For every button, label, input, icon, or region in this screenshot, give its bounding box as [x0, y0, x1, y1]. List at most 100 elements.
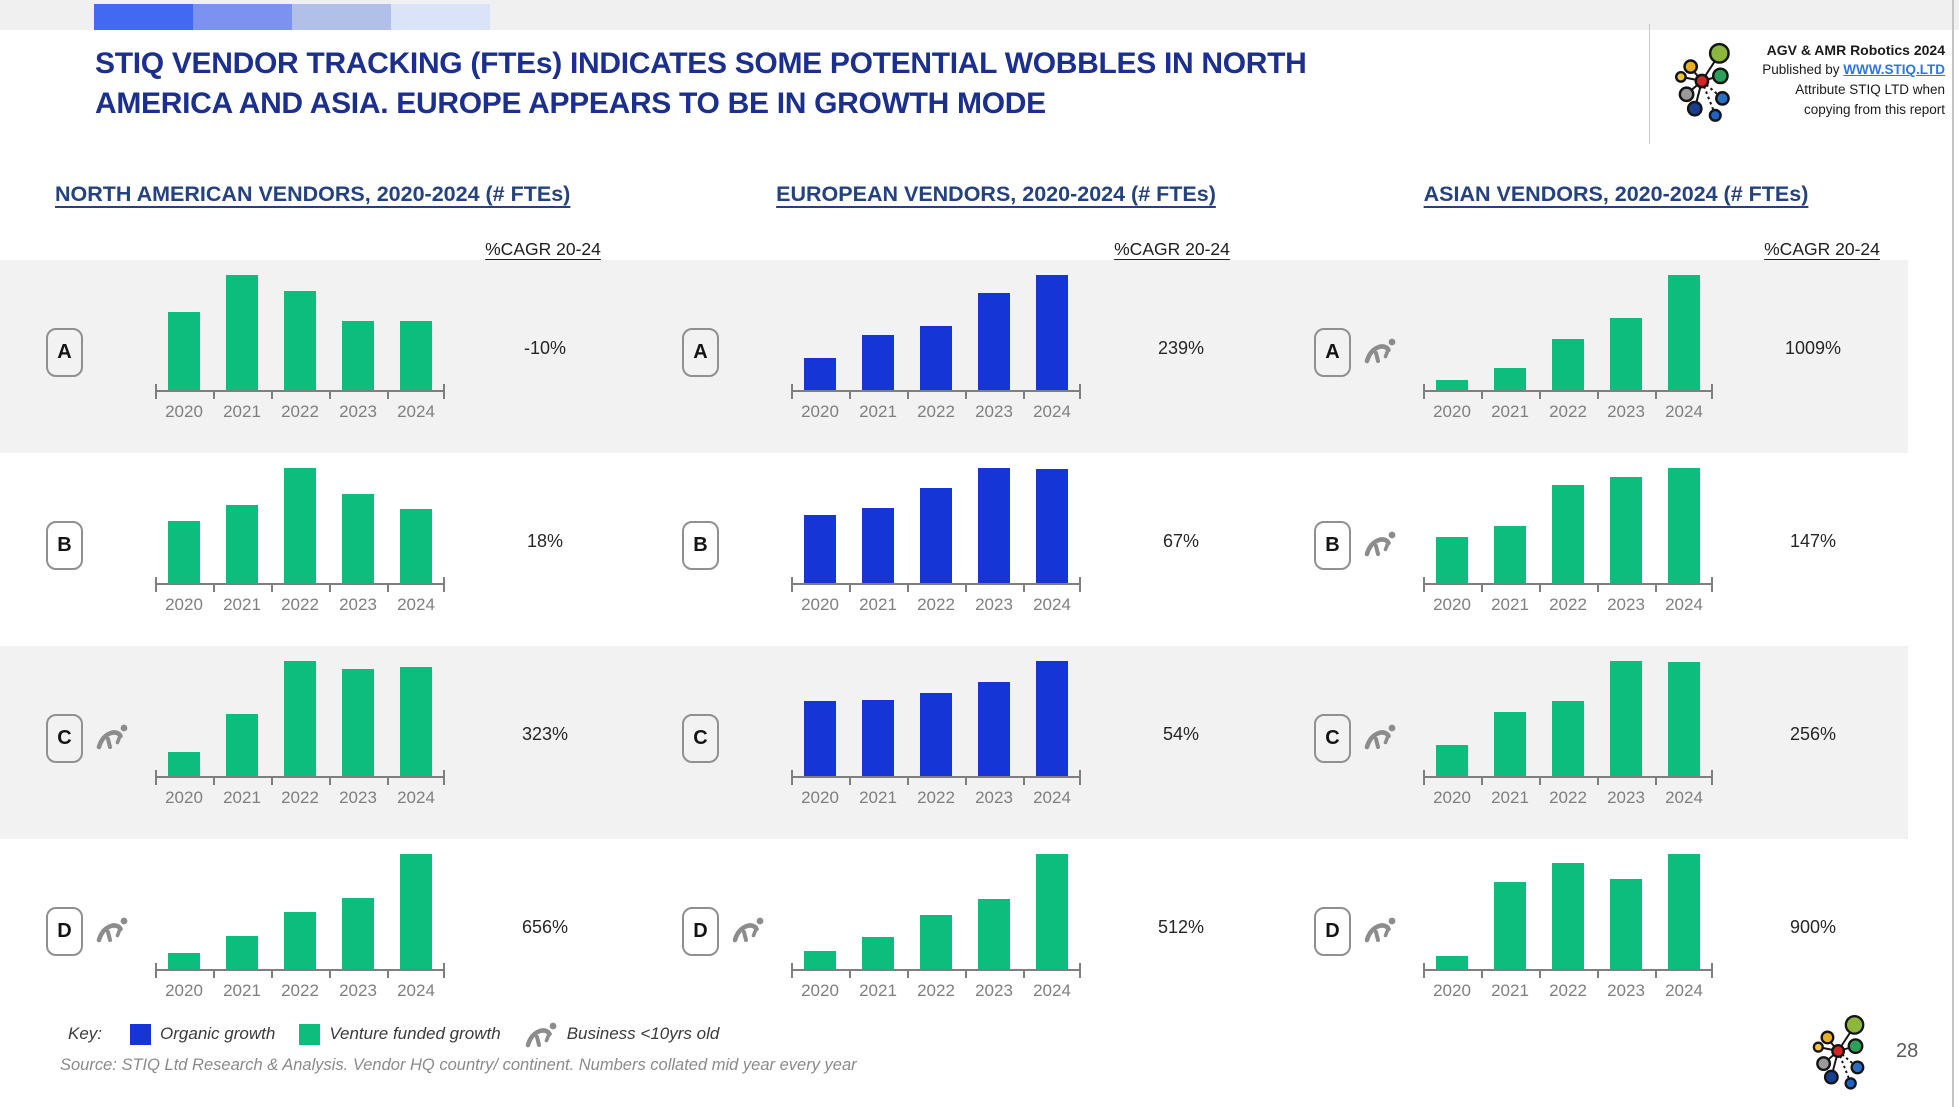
axis-tick [1597, 778, 1599, 785]
plot-area [1423, 260, 1713, 392]
axis-tick [443, 384, 445, 399]
axis-tick [213, 392, 215, 399]
cagr-value-europe-a: 239% [1157, 338, 1205, 358]
plot-area [791, 646, 1081, 778]
accent-block-2 [193, 4, 292, 30]
year-label: 2022 [1549, 402, 1587, 421]
bar-2021 [1494, 712, 1526, 776]
legend-young-business-label: Business <10yrs old [566, 1024, 720, 1043]
axis-tick [387, 778, 389, 785]
vendor-row-b: B 2020 2021 2022 2023 2024 18% B 2020 2021 2022 202… [0, 453, 1908, 646]
axis-tick [271, 585, 273, 592]
chart-cell-europe-a: A 2020 2021 2022 2023 2024 239% [676, 260, 1236, 453]
x-axis-labels: 2020 2021 2022 2023 2024 [155, 595, 445, 615]
bar-chart-asia-c: 2020 2021 2022 2023 2024 [1423, 646, 1713, 816]
axis-tick [907, 585, 909, 592]
bar-2022 [1552, 339, 1584, 390]
year-label: 2020 [801, 788, 839, 807]
bar-2021 [226, 936, 258, 969]
vendor-label-box: A [682, 328, 719, 377]
axis-tick [1655, 778, 1657, 785]
plot-area [791, 453, 1081, 585]
year-label: 2022 [281, 595, 319, 614]
axis-tick [1423, 770, 1425, 785]
cagr-value-asia-d: 900% [1789, 917, 1837, 937]
year-label: 2023 [1607, 788, 1645, 807]
year-label: 2020 [801, 981, 839, 1000]
cagr-value-north-america-d: 656% [521, 917, 569, 937]
axis-tick [849, 585, 851, 592]
chart-cell-asia-d: D 2020 2021 2022 2023 2024 900% [1308, 839, 1868, 1032]
year-label: 2021 [859, 788, 897, 807]
bar-chart-asia-b: 2020 2021 2022 2023 2024 [1423, 453, 1713, 623]
year-label: 2023 [975, 595, 1013, 614]
cagr-header-europe: %CAGR 20-24 [1114, 239, 1230, 259]
cagr-value-europe-b: 67% [1162, 531, 1200, 551]
bar-2020 [804, 515, 836, 583]
x-axis-labels: 2020 2021 2022 2023 2024 [1423, 402, 1713, 422]
bar-2024 [400, 667, 432, 776]
x-axis-labels: 2020 2021 2022 2023 2024 [791, 981, 1081, 1001]
axis-tick [1711, 963, 1713, 978]
x-axis-labels: 2020 2021 2022 2023 2024 [155, 788, 445, 808]
axis-tick [1539, 392, 1541, 399]
axis-tick [1023, 971, 1025, 978]
axis-tick [1481, 585, 1483, 592]
bar-chart-europe-b: 2020 2021 2022 2023 2024 [791, 453, 1081, 623]
year-label: 2023 [339, 981, 377, 1000]
axis-tick [213, 971, 215, 978]
axis-tick [907, 778, 909, 785]
bar-chart-europe-c: 2020 2021 2022 2023 2024 [791, 646, 1081, 816]
vendor-row-d: D 2020 2021 2022 2023 2024 656% D 2020 2021 2022… [0, 839, 1908, 1032]
year-label: 2022 [1549, 981, 1587, 1000]
axis-tick [1539, 585, 1541, 592]
bar-2021 [1494, 882, 1526, 969]
bar-2023 [342, 898, 374, 969]
year-label: 2024 [1033, 402, 1071, 421]
year-label: 2020 [1433, 402, 1471, 421]
organic-growth-swatch [130, 1023, 152, 1045]
axis-tick [271, 971, 273, 978]
chart-cell-north-america-b: B 2020 2021 2022 2023 2024 18% [40, 453, 600, 646]
year-label: 2021 [859, 981, 897, 1000]
year-label: 2020 [165, 981, 203, 1000]
year-label: 2022 [917, 402, 955, 421]
bar-chart-europe-a: 2020 2021 2022 2023 2024 [791, 260, 1081, 430]
year-label: 2024 [1033, 595, 1071, 614]
runner-icon [1364, 336, 1398, 369]
year-label: 2023 [339, 788, 377, 807]
axis-tick [1023, 585, 1025, 592]
published-by-label: Published by [1762, 62, 1844, 77]
axis-tick [791, 577, 793, 592]
year-label: 2023 [975, 788, 1013, 807]
x-axis-labels: 2020 2021 2022 2023 2024 [155, 402, 445, 422]
stiq-website-link[interactable]: WWW.STIQ.LTD [1843, 62, 1945, 77]
bar-2023 [1610, 477, 1642, 583]
axis-tick [271, 778, 273, 785]
axis-tick [387, 392, 389, 399]
axis-tick [1023, 392, 1025, 399]
year-label: 2024 [397, 981, 435, 1000]
bar-2022 [920, 915, 952, 969]
axis-tick [443, 770, 445, 785]
vendor-row-c: C 2020 2021 2022 2023 2024 323% C 2020 2021 2022 2… [0, 646, 1908, 839]
axis-tick [849, 392, 851, 399]
bar-2020 [804, 701, 836, 776]
year-label: 2020 [165, 402, 203, 421]
axis-tick [1539, 778, 1541, 785]
bar-2022 [920, 693, 952, 776]
runner-icon [96, 915, 130, 948]
x-axis-labels: 2020 2021 2022 2023 2024 [1423, 595, 1713, 615]
axis-tick [329, 585, 331, 592]
axis-tick [1711, 577, 1713, 592]
vendor-label-box: D [1314, 907, 1351, 956]
vendor-label-box: C [1314, 714, 1351, 763]
plot-area [155, 839, 445, 971]
bar-2024 [400, 321, 432, 390]
cagr-value-europe-d: 512% [1157, 917, 1205, 937]
bar-2023 [342, 669, 374, 776]
chart-cell-asia-c: C 2020 2021 2022 2023 2024 256% [1308, 646, 1868, 839]
year-label: 2021 [223, 981, 261, 1000]
year-label: 2022 [281, 788, 319, 807]
